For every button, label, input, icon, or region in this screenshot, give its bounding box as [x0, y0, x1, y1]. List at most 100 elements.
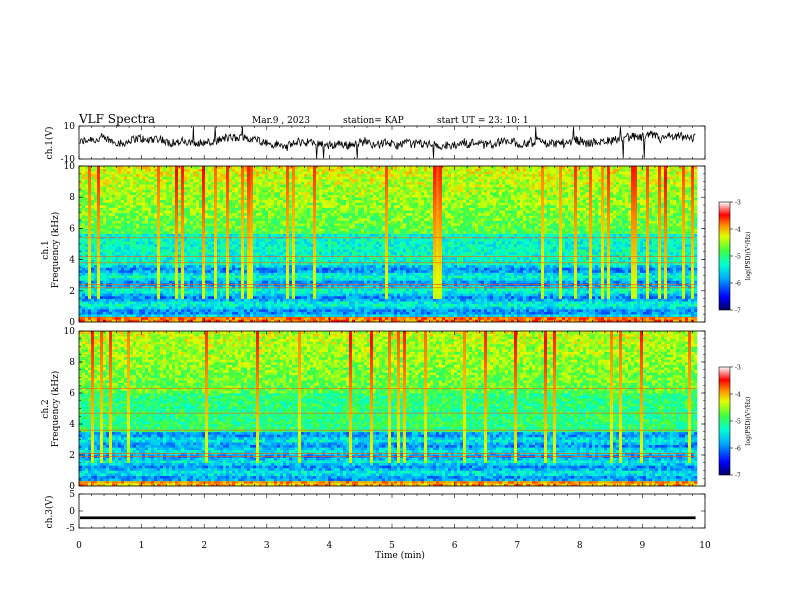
spectrogram-cell: [100, 244, 104, 247]
spectrogram-cell: [166, 264, 170, 268]
spectrogram-cell: [211, 189, 215, 193]
spectrogram-cell: [304, 272, 308, 276]
spectrogram-cell: [205, 166, 209, 169]
spectrogram-cell: [235, 199, 239, 203]
spectrogram-cell: [298, 207, 302, 211]
spectrogram-cell: [169, 220, 173, 224]
spectrogram-cell: [151, 290, 155, 294]
spectrogram-cell: [274, 179, 278, 182]
spectrogram-cell: [277, 303, 281, 307]
spectrogram-cell: [160, 192, 164, 195]
spectrogram-cell: [235, 202, 239, 206]
spectrogram-cell: [160, 220, 164, 224]
spectrogram-cell: [268, 205, 272, 208]
spectrogram-cell: [319, 220, 323, 224]
spectrogram-cell: [232, 272, 236, 276]
spectrogram-cell: [154, 202, 158, 206]
spectrogram-cell: [79, 212, 83, 216]
spectrogram-cell: [178, 189, 182, 193]
spectrogram-cell: [148, 166, 152, 169]
spectrogram-cell: [232, 176, 236, 180]
spectrogram-cell: [271, 241, 275, 245]
spectrogram-cell: [229, 202, 233, 206]
spectrogram-cell: [97, 189, 101, 193]
spectrogram-cell: [106, 285, 110, 289]
spectrogram-cell: [178, 197, 182, 201]
spectrogram-cell: [280, 210, 284, 214]
spectrogram-cell: [163, 212, 167, 216]
spectrogram-cell: [217, 267, 221, 271]
spectrogram-cell: [235, 238, 239, 242]
spectrogram-cell: [190, 249, 194, 253]
spectrogram-cell: [148, 254, 152, 258]
spectrogram-cell: [109, 293, 113, 297]
spectrogram-cell: [190, 280, 194, 284]
spectrogram-cell: [238, 280, 242, 284]
spectrogram-cell: [286, 306, 290, 310]
spectrogram-cell: [133, 306, 137, 310]
spectrogram-cell: [112, 311, 116, 315]
spectrogram-cell: [268, 202, 272, 206]
spectrogram-cell: [202, 270, 206, 273]
spectrogram-cell: [307, 275, 311, 279]
spectrogram-cell: [259, 306, 263, 310]
spectrogram-cell: [97, 225, 101, 229]
spectrogram-cell: [322, 264, 326, 268]
spectrogram-cell: [313, 205, 317, 208]
spectrogram-cell: [142, 179, 146, 182]
spectrogram-cell: [166, 267, 170, 271]
spectrogram-cell: [253, 225, 257, 229]
spectrogram-cell: [211, 225, 215, 229]
spectrogram-cell: [316, 316, 320, 320]
spectrogram-cell: [115, 192, 119, 195]
spectrogram-cell: [271, 314, 275, 318]
spectrogram-cell: [199, 166, 203, 169]
spectrogram-cell: [223, 285, 227, 289]
spectrogram-cell: [148, 272, 152, 276]
spectrogram-cell: [199, 267, 203, 271]
spectrogram-cell: [241, 277, 245, 281]
spectrogram-cell: [253, 272, 257, 276]
spectrogram-cell: [280, 311, 284, 315]
spectrogram-cell: [223, 254, 227, 258]
spectrogram-cell: [166, 306, 170, 310]
spectrogram-cell: [196, 212, 200, 216]
spectrogram-cell: [304, 218, 308, 221]
spectrogram-cell: [154, 288, 158, 292]
spectrogram-cell: [169, 184, 173, 188]
spectrogram-cell: [154, 251, 158, 255]
spectrogram-cell: [274, 244, 278, 247]
spectrogram-cell: [124, 301, 128, 305]
spectrogram-cell: [277, 319, 281, 323]
spectrogram-cell: [307, 264, 311, 268]
spectrogram-cell: [235, 301, 239, 305]
spectrogram-cell: [136, 207, 140, 211]
spectrogram-cell: [136, 168, 140, 172]
spectrogram-cell: [127, 301, 131, 305]
spectrogram-cell: [286, 173, 290, 177]
spectrogram-cell: [298, 202, 302, 206]
spectrogram-cell: [91, 293, 95, 297]
spectrogram-cell: [145, 251, 149, 255]
spectrogram-cell: [205, 257, 209, 260]
spectrogram-cell: [148, 257, 152, 260]
spectrogram-cell: [289, 215, 293, 219]
spectrogram-cell: [178, 220, 182, 224]
spectrogram-cell: [142, 301, 146, 305]
spectrogram-cell: [310, 314, 314, 318]
spectrogram-cell: [304, 311, 308, 315]
spectrogram-cell: [112, 249, 116, 253]
spectrogram-cell: [304, 290, 308, 294]
spectrogram-cell: [265, 210, 269, 214]
spectrogram-cell: [127, 316, 131, 320]
spectrogram-cell: [136, 303, 140, 307]
spectrogram-cell: [184, 257, 188, 260]
spectrogram-cell: [244, 311, 248, 315]
spectrogram-cell: [139, 309, 143, 312]
spectrogram-cell: [160, 303, 164, 307]
spectrogram-cell: [211, 171, 215, 175]
spectrogram-cell: [313, 171, 317, 175]
spectrogram-cell: [91, 319, 95, 323]
spectrogram-cell: [250, 249, 254, 253]
spectrogram-cell: [184, 171, 188, 175]
